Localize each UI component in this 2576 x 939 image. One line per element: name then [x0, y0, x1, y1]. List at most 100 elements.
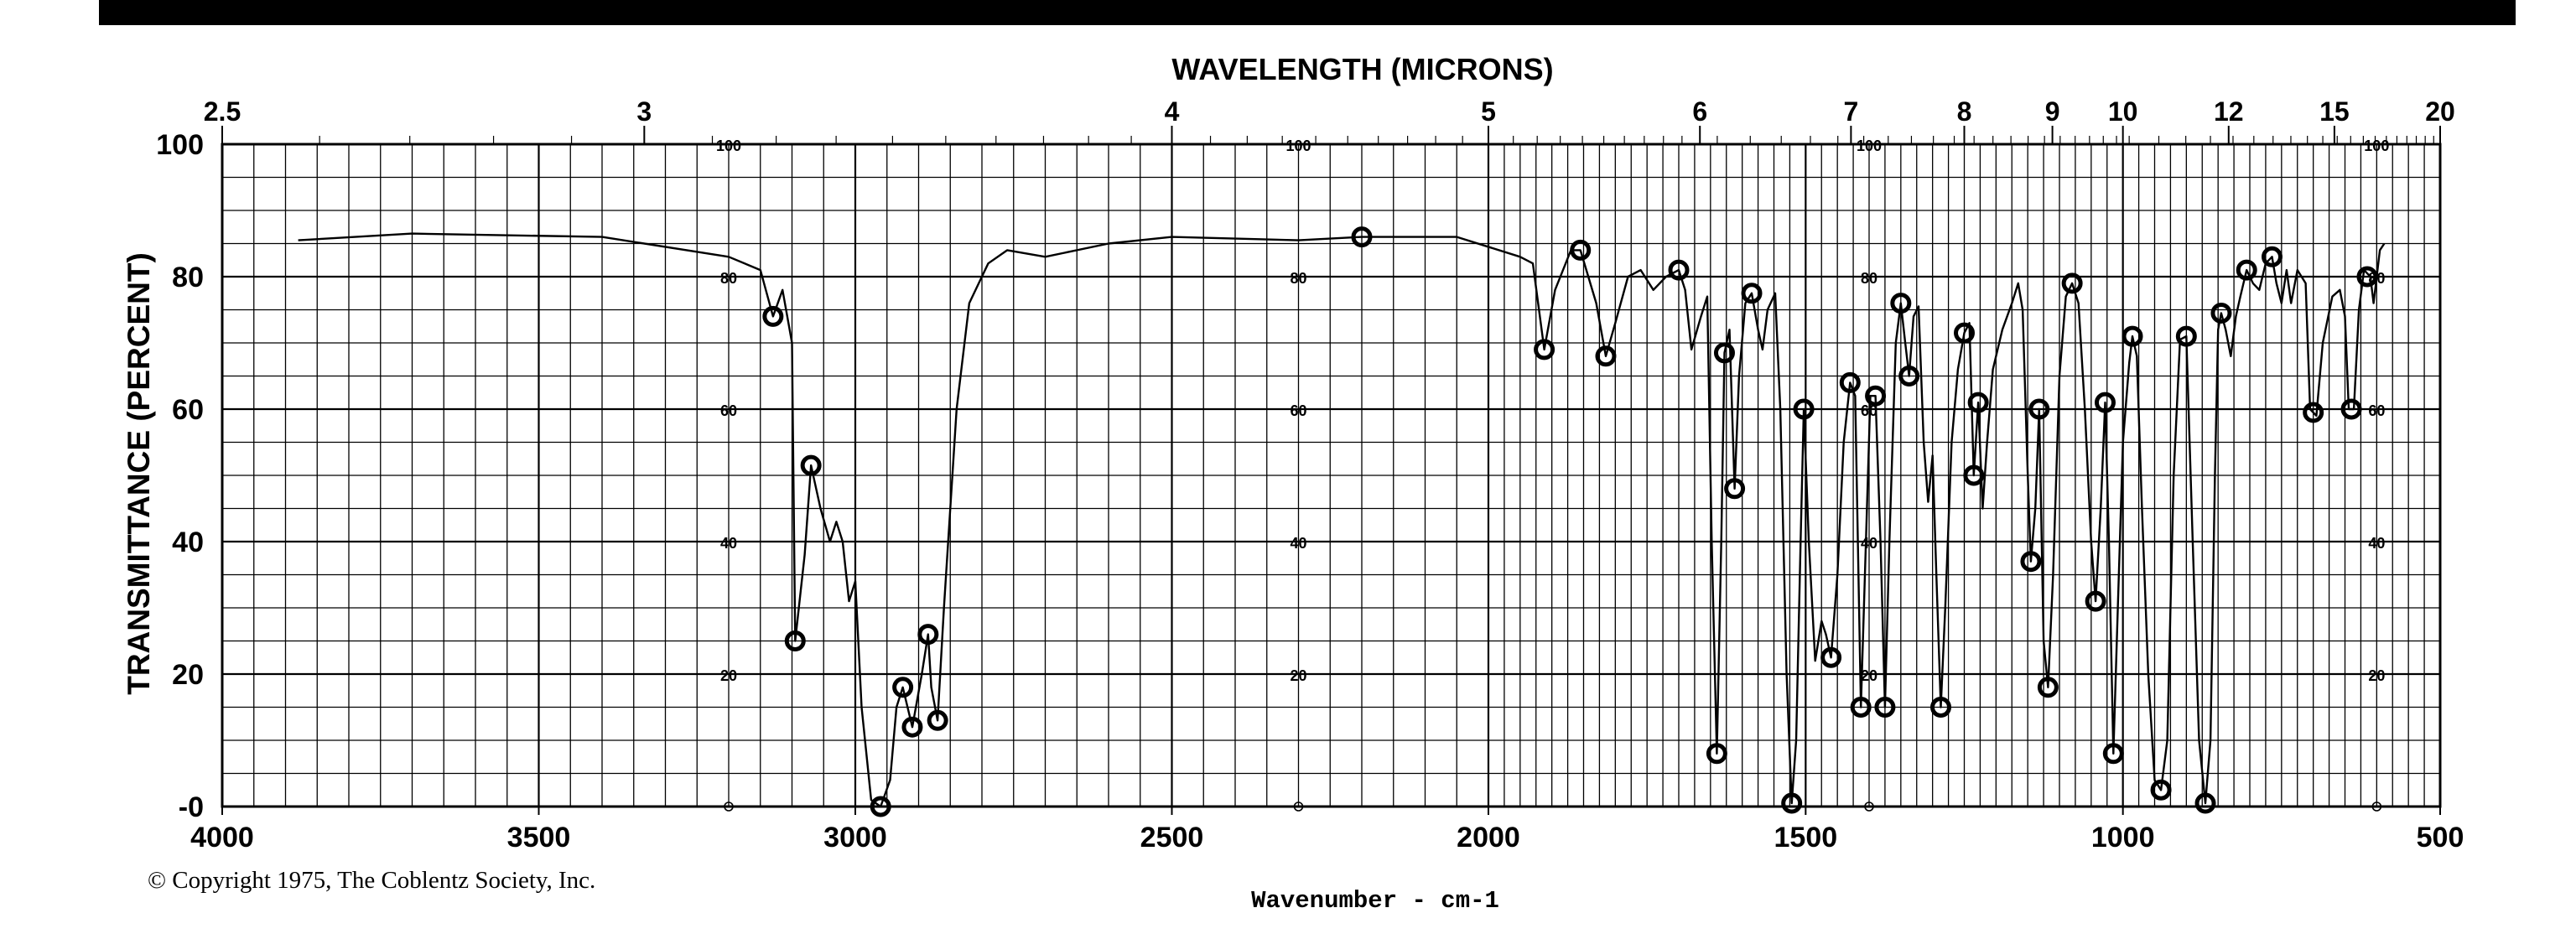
peak-circle	[2303, 402, 2324, 423]
x-axis-ticks: 4000 3500 3000 2500 2000 1500 1000 500	[190, 807, 2464, 853]
peak-circle	[927, 709, 948, 731]
peak-circle	[1668, 259, 1690, 281]
peak-circle	[2061, 272, 2083, 294]
peak-circle	[892, 677, 914, 698]
minor-grid	[222, 144, 2440, 807]
y-tick-label: 20	[172, 659, 204, 691]
copyright-text: © Copyright 1975, The Coblentz Society, …	[148, 867, 595, 894]
peak-circle	[1963, 464, 1985, 486]
peak-circle	[2150, 779, 2172, 801]
peak-circle	[2194, 792, 2216, 814]
peak-circle	[800, 454, 822, 476]
peak-circle	[2037, 677, 2059, 698]
y-tick-label: 100	[156, 129, 204, 161]
x-tick-label: 2500	[1140, 822, 1204, 853]
inner-scale-label: 80	[720, 270, 737, 287]
peak-circle	[1793, 398, 1815, 420]
inner-scale-zero	[2371, 802, 2382, 812]
inner-scale-zero	[1293, 802, 1304, 812]
peak-circle	[1898, 366, 1920, 386]
top-tick-label: 8	[1957, 96, 1972, 127]
x-tick-label: 500	[2417, 822, 2464, 853]
peak-circle	[2028, 398, 2050, 420]
peak-circle	[2340, 398, 2362, 420]
top-tick-label: 15	[2319, 96, 2350, 127]
y-axis-ticks: 100 80 60 40 20 -0	[156, 129, 204, 823]
inner-scale-label: 40	[2368, 535, 2385, 552]
peak-circle	[2175, 325, 2197, 347]
peak-circle	[1781, 792, 1803, 814]
peak-circle	[1890, 293, 1912, 314]
inner-scale-label: 80	[1290, 270, 1306, 287]
peak-circle	[1724, 478, 1746, 500]
x-axis-label: Wavenumber - cm-1	[1251, 887, 1499, 915]
peak-circle	[1534, 339, 1555, 361]
x-tick-label: 4000	[190, 822, 254, 853]
inner-scale-label: 100	[1857, 137, 1882, 154]
peak-circle	[1595, 345, 1617, 367]
x-tick-label: 3000	[823, 822, 887, 853]
inner-scale-label: 20	[720, 667, 737, 684]
top-black-band	[99, 0, 2516, 25]
inner-scale-label: 20	[2368, 667, 2385, 684]
x-tick-label: 2000	[1457, 822, 1520, 853]
x-tick-label: 3500	[507, 822, 571, 853]
peak-circle	[2102, 743, 2124, 765]
peak-circle	[1839, 371, 1861, 393]
inner-scale-label: 40	[720, 535, 737, 552]
peak-circle	[1967, 392, 1989, 413]
peak-circle	[2261, 246, 2283, 267]
x-tick-label: 1000	[2091, 822, 2155, 853]
peak-circle	[1570, 239, 1592, 261]
peak-circle	[1865, 385, 1887, 407]
inner-scale-label: 80	[1861, 270, 1877, 287]
spectrum-line	[298, 232, 2386, 808]
peak-circle	[2094, 392, 2116, 413]
peak-circle	[1706, 743, 1727, 765]
x-tick-label: 1500	[1774, 822, 1838, 853]
top-tick-label: 4	[1165, 96, 1180, 127]
inner-scale-label: 20	[1861, 667, 1877, 684]
top-wavelength-ticks: 2.5 3 4 5 6 7 8 9 10 12 15 20	[204, 96, 2455, 144]
top-tick-label: 5	[1481, 96, 1496, 127]
inner-scale-zero	[724, 802, 734, 812]
peak-circle	[784, 630, 806, 651]
peak-circle	[2236, 259, 2257, 281]
peak-circle	[2210, 302, 2232, 324]
top-tick-label: 3	[636, 96, 652, 127]
peak-circle	[901, 716, 923, 738]
peak-circle	[1930, 697, 1952, 718]
y-tick-label: 80	[172, 262, 204, 293]
peak-circle	[1741, 283, 1763, 304]
y-tick-label: 60	[172, 394, 204, 426]
peak-circle	[1874, 697, 1896, 718]
inner-scale-label: 40	[1290, 535, 1306, 552]
top-tick-label: 12	[2214, 96, 2244, 127]
peak-circle	[2122, 325, 2143, 347]
y-axis-label: TRANSMITTANCE (PERCENT)	[122, 252, 156, 695]
inner-scale-zero	[1864, 802, 1874, 812]
peak-circle	[917, 624, 939, 646]
peak-circle	[1954, 322, 1975, 344]
top-tick-label: 2.5	[204, 96, 241, 127]
inner-scale-label: 100	[2364, 137, 2389, 154]
top-tick-label: 7	[1843, 96, 1858, 127]
inner-scale-label: 40	[1861, 535, 1877, 552]
top-tick-label: 10	[2108, 96, 2138, 127]
plot-frame	[221, 143, 2442, 808]
peak-circle	[1351, 226, 1373, 248]
peak-circle	[1713, 342, 1735, 364]
top-tick-label: 9	[2045, 96, 2060, 127]
inner-scale-label: 60	[720, 402, 737, 419]
top-axis-label: WAVELENGTH (MICRONS)	[1171, 52, 1553, 86]
y-tick-label: -0	[179, 791, 204, 823]
peak-circles	[762, 226, 2378, 817]
peak-circle	[2020, 551, 2042, 573]
y-tick-label: 40	[172, 527, 204, 558]
peak-circle	[870, 796, 891, 817]
peak-circle	[762, 305, 784, 327]
inner-scale-label: 20	[1290, 667, 1306, 684]
inner-scale-label: 100	[716, 137, 741, 154]
peak-circle	[1850, 697, 1872, 718]
